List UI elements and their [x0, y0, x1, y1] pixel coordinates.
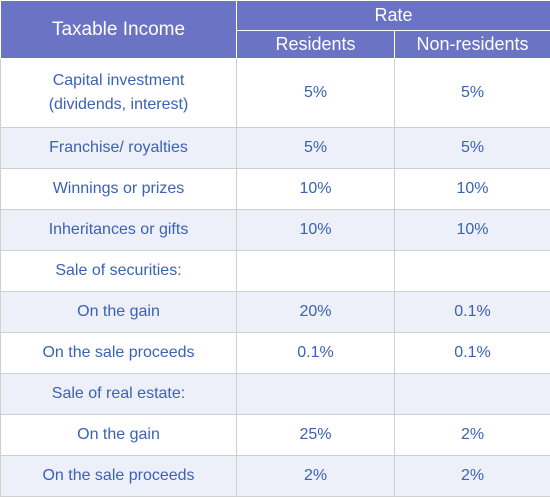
table-header: Taxable Income Rate Residents Non-reside… — [1, 1, 550, 59]
non-residents-rate-cell: 10% — [395, 169, 550, 210]
non-residents-rate-cell: 2% — [395, 415, 550, 456]
income-cell: Sale of real estate: — [1, 374, 237, 415]
residents-rate-cell: 10% — [237, 210, 395, 251]
residents-rate-cell: 5% — [237, 59, 395, 128]
income-cell: Inheritances or gifts — [1, 210, 237, 251]
table-row: Capital investment (dividends, interest)… — [1, 59, 550, 128]
table-row: Sale of securities: — [1, 251, 550, 292]
residents-rate-cell — [237, 374, 395, 415]
income-cell: On the gain — [1, 415, 237, 456]
table-row: Winnings or prizes 10% 10% — [1, 169, 550, 210]
table-body: Capital investment (dividends, interest)… — [1, 59, 550, 497]
non-residents-rate-cell: 10% — [395, 210, 550, 251]
non-residents-rate-cell — [395, 374, 550, 415]
table-row: On the gain 20% 0.1% — [1, 292, 550, 333]
income-cell: Franchise/ royalties — [1, 128, 237, 169]
income-cell: Sale of securities: — [1, 251, 237, 292]
residents-rate-cell: 0.1% — [237, 333, 395, 374]
table-row: Sale of real estate: — [1, 374, 550, 415]
table-row: On the sale proceeds 2% 2% — [1, 456, 550, 497]
non-residents-rate-cell: 5% — [395, 59, 550, 128]
table-row: Inheritances or gifts 10% 10% — [1, 210, 550, 251]
residents-rate-cell: 5% — [237, 128, 395, 169]
residents-rate-cell: 10% — [237, 169, 395, 210]
residents-rate-cell — [237, 251, 395, 292]
income-cell: Capital investment (dividends, interest) — [1, 59, 237, 128]
income-cell: Winnings or prizes — [1, 169, 237, 210]
table-row: Franchise/ royalties 5% 5% — [1, 128, 550, 169]
header-non-residents: Non-residents — [395, 31, 550, 59]
table-row: On the gain 25% 2% — [1, 415, 550, 456]
residents-rate-cell: 20% — [237, 292, 395, 333]
income-cell: On the sale proceeds — [1, 456, 237, 497]
income-line2: (dividends, interest) — [1, 93, 236, 117]
non-residents-rate-cell — [395, 251, 550, 292]
non-residents-rate-cell: 0.1% — [395, 292, 550, 333]
non-residents-rate-cell: 2% — [395, 456, 550, 497]
non-residents-rate-cell: 0.1% — [395, 333, 550, 374]
header-taxable-income: Taxable Income — [1, 1, 237, 59]
income-line1: Capital investment — [1, 69, 236, 93]
residents-rate-cell: 2% — [237, 456, 395, 497]
non-residents-rate-cell: 5% — [395, 128, 550, 169]
header-rate: Rate — [237, 1, 550, 31]
table-row: On the sale proceeds 0.1% 0.1% — [1, 333, 550, 374]
income-cell: On the sale proceeds — [1, 333, 237, 374]
residents-rate-cell: 25% — [237, 415, 395, 456]
income-cell: On the gain — [1, 292, 237, 333]
header-residents: Residents — [237, 31, 395, 59]
